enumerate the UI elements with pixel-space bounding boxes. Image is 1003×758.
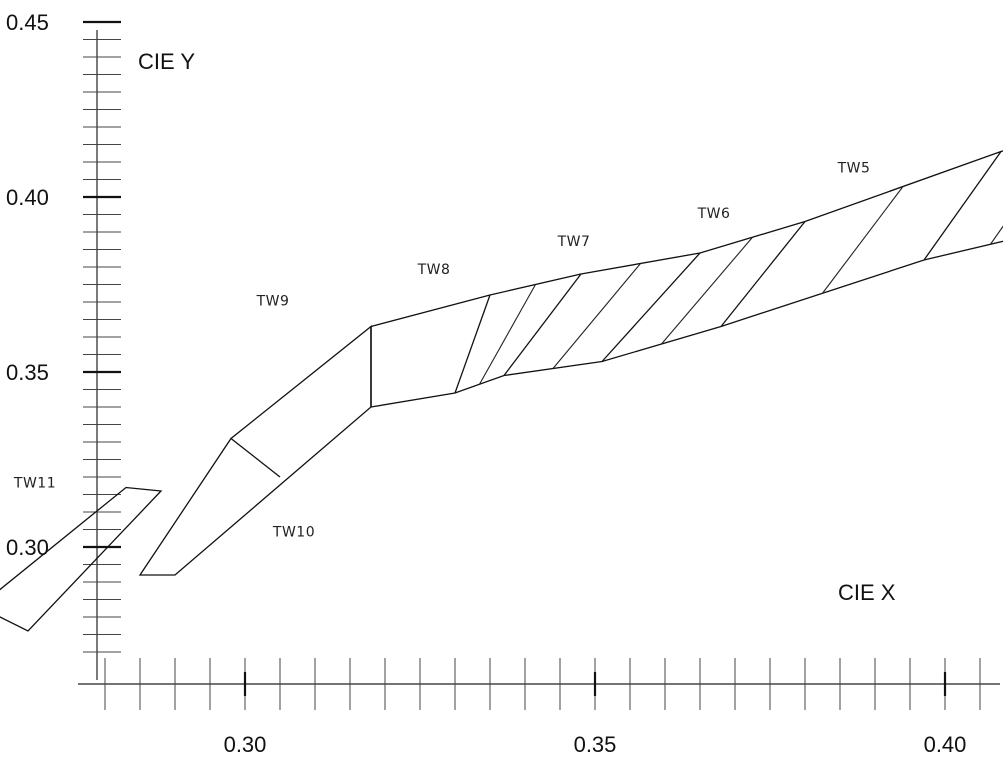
region-label-tw6: TW6 <box>697 206 731 222</box>
tw10-outline <box>138 325 372 576</box>
regions <box>0 150 1003 632</box>
region-divider <box>720 221 806 327</box>
y-tick-label: 0.30 <box>6 535 49 560</box>
region-hatch <box>661 236 753 345</box>
region-label-tw10: TW10 <box>272 525 315 541</box>
y-axis-title: CIE Y <box>138 49 195 74</box>
y-tick-label: 0.35 <box>6 360 49 385</box>
region-label-tw7: TW7 <box>557 234 591 250</box>
region-divider <box>503 273 582 376</box>
y-tick-label: 0.40 <box>6 185 49 210</box>
region-hatch <box>479 284 536 385</box>
region-hatch <box>990 225 1003 245</box>
x-tick-label: 0.40 <box>924 732 967 757</box>
x-tick-label: 0.35 <box>574 732 617 757</box>
tw10-divider <box>230 437 281 478</box>
tw1-tw9-outline <box>370 150 1003 408</box>
labels: TW1TW2TW3TW4TW5TW6TW7TW8TW9TW10TW11 <box>13 161 871 541</box>
region-label-tw8: TW8 <box>417 262 451 278</box>
region-divider <box>923 151 1002 261</box>
region-label-tw9: TW9 <box>256 294 290 310</box>
tw11-outline <box>0 486 163 632</box>
region-divider <box>454 294 491 394</box>
region-label-tw5: TW5 <box>837 161 871 177</box>
region-hatch <box>552 263 641 369</box>
x-tick-label: 0.30 <box>224 732 267 757</box>
region-hatch <box>822 186 904 294</box>
y-tick-label: 0.45 <box>6 10 49 35</box>
x-axis-title: CIE X <box>838 580 896 605</box>
region-label-tw11: TW11 <box>13 476 56 492</box>
axes: 0.300.350.400.450.300.350.400.450.50 <box>6 10 1000 757</box>
region-divider <box>601 252 701 362</box>
